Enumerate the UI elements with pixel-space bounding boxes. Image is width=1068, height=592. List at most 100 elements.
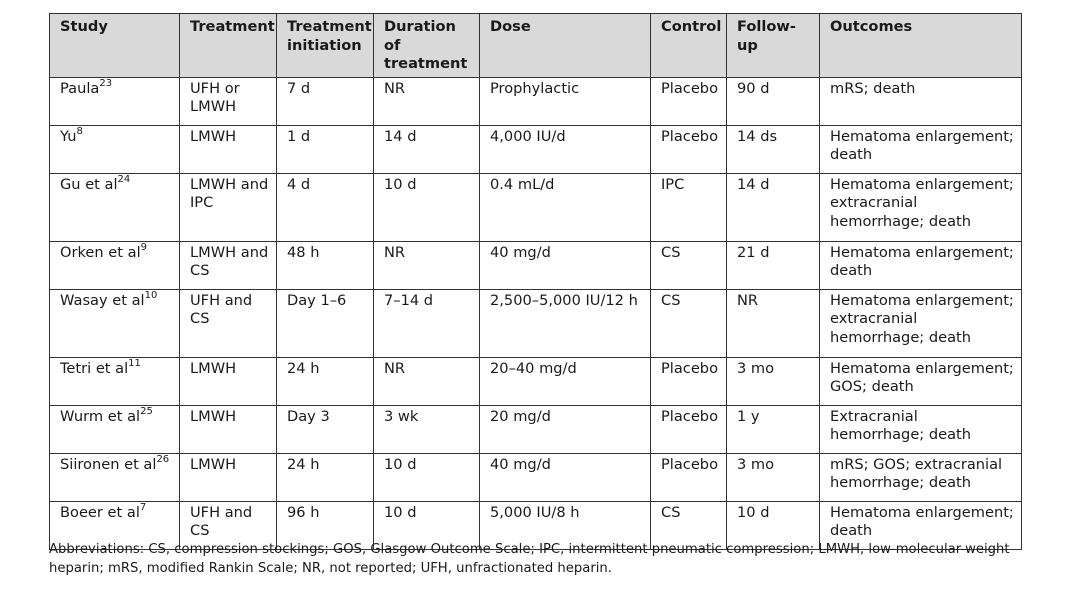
table-row: Siironen et al26 LMWH 24 h 10 d 40 mg/d … xyxy=(49,452,1022,502)
study-name: Siironen et al xyxy=(60,455,157,473)
cell-duration: 10 d xyxy=(373,500,480,550)
study-name: Tetri et al xyxy=(60,359,129,377)
header-row: Study Treatment Treatment initiation Dur… xyxy=(49,13,1022,78)
cell-study: Tetri et al11 xyxy=(49,356,180,406)
study-name: Wurm et al xyxy=(60,407,141,425)
cell-followup: 3 mo xyxy=(726,452,820,502)
col-header-study: Study xyxy=(49,13,180,78)
cell-outcomes: Hematoma enlargement; extracranial hemor… xyxy=(819,172,1022,242)
cell-outcomes: Hematoma enlargement; extracranial hemor… xyxy=(819,288,1022,358)
reference-number: 24 xyxy=(117,173,131,185)
cell-followup: 3 mo xyxy=(726,356,820,406)
cell-outcomes: Hematoma enlargement; GOS; death xyxy=(819,356,1022,406)
cell-duration: 7–14 d xyxy=(373,288,480,358)
cell-treatment: UFH and CS xyxy=(179,288,277,358)
reference-number: 7 xyxy=(139,501,147,513)
cell-duration: 3 wk xyxy=(373,404,480,454)
cell-duration: NR xyxy=(373,240,480,290)
table-row: Tetri et al11 LMWH 24 h NR 20–40 mg/d Pl… xyxy=(49,356,1022,406)
study-name: Gu et al xyxy=(60,175,118,193)
cell-dose: 20–40 mg/d xyxy=(479,356,651,406)
cell-followup: NR xyxy=(726,288,820,358)
cell-treatment: LMWH xyxy=(179,404,277,454)
reference-number: 25 xyxy=(140,405,153,417)
cell-control: IPC xyxy=(650,172,727,242)
cell-outcomes: Hematoma enlargement; death xyxy=(819,124,1022,174)
cell-dose: 4,000 IU/d xyxy=(479,124,651,174)
cell-outcomes: mRS; GOS; extracranial hemorrhage; death xyxy=(819,452,1022,502)
reference-number: 8 xyxy=(76,125,83,137)
cell-control: CS xyxy=(650,288,727,358)
cell-treatment: LMWH xyxy=(179,124,277,174)
cell-initiation: 96 h xyxy=(276,500,374,550)
col-header-initiation: Treatment initiation xyxy=(276,13,374,78)
cell-control: Placebo xyxy=(650,124,727,174)
cell-dose: 0.4 mL/d xyxy=(479,172,651,242)
col-header-followup: Follow-up xyxy=(726,13,820,78)
cell-study: Paula23 xyxy=(49,76,180,126)
cell-control: Placebo xyxy=(650,452,727,502)
cell-dose: 5,000 IU/8 h xyxy=(479,500,651,550)
cell-study: Siironen et al26 xyxy=(49,452,180,502)
cell-outcomes: Extracranial hemorrhage; death xyxy=(819,404,1022,454)
col-header-treatment: Treatment xyxy=(179,13,277,78)
cell-control: CS xyxy=(650,240,727,290)
study-table-container: Study Treatment Treatment initiation Dur… xyxy=(49,13,1022,550)
cell-dose: 20 mg/d xyxy=(479,404,651,454)
cell-initiation: 1 d xyxy=(276,124,374,174)
cell-followup: 14 ds xyxy=(726,124,820,174)
cell-treatment: LMWH xyxy=(179,356,277,406)
cell-followup: 21 d xyxy=(726,240,820,290)
study-table: Study Treatment Treatment initiation Dur… xyxy=(49,13,1022,550)
cell-study: Wasay et al10 xyxy=(49,288,180,358)
cell-control: Placebo xyxy=(650,76,727,126)
cell-treatment: LMWH and CS xyxy=(179,240,277,290)
cell-outcomes: Hematoma enlargement; death xyxy=(819,240,1022,290)
cell-treatment: LMWH xyxy=(179,452,277,502)
cell-initiation: 48 h xyxy=(276,240,374,290)
cell-outcomes: Hematoma enlargement; death xyxy=(819,500,1022,550)
cell-dose: 2,500–5,000 IU/12 h xyxy=(479,288,651,358)
abbreviations-footnote: Abbreviations: CS, compression stockings… xyxy=(49,542,1010,576)
table-row: Orken et al9 LMWH and CS 48 h NR 40 mg/d… xyxy=(49,240,1022,290)
study-name: Paula xyxy=(60,79,100,97)
cell-duration: 14 d xyxy=(373,124,480,174)
col-header-duration: Duration of treatment xyxy=(373,13,480,78)
cell-treatment: UFH and CS xyxy=(179,500,277,550)
reference-number: 11 xyxy=(128,357,141,369)
cell-initiation: 7 d xyxy=(276,76,374,126)
cell-followup: 10 d xyxy=(726,500,820,550)
cell-duration: 10 d xyxy=(373,172,480,242)
cell-study: Wurm et al25 xyxy=(49,404,180,454)
reference-number: 26 xyxy=(156,453,170,465)
study-name: Orken et al xyxy=(60,243,141,261)
cell-control: Placebo xyxy=(650,356,727,406)
cell-control: CS xyxy=(650,500,727,550)
cell-duration: NR xyxy=(373,76,480,126)
table-row: Yu8 LMWH 1 d 14 d 4,000 IU/d Placebo 14 … xyxy=(49,124,1022,174)
cell-dose: 40 mg/d xyxy=(479,452,651,502)
cell-followup: 90 d xyxy=(726,76,820,126)
table-row: Gu et al24 LMWH and IPC 4 d 10 d 0.4 mL/… xyxy=(49,172,1022,242)
cell-outcomes: mRS; death xyxy=(819,76,1022,126)
cell-treatment: UFH or LMWH xyxy=(179,76,277,126)
table-row: Wurm et al25 LMWH Day 3 3 wk 20 mg/d Pla… xyxy=(49,404,1022,454)
cell-dose: Prophylactic xyxy=(479,76,651,126)
reference-number: 10 xyxy=(144,289,158,301)
cell-initiation: Day 1–6 xyxy=(276,288,374,358)
cell-dose: 40 mg/d xyxy=(479,240,651,290)
table-row: Paula23 UFH or LMWH 7 d NR Prophylactic … xyxy=(49,76,1022,126)
col-header-outcomes: Outcomes xyxy=(819,13,1022,78)
table-row: Wasay et al10 UFH and CS Day 1–6 7–14 d … xyxy=(49,288,1022,358)
reference-number: 23 xyxy=(99,77,113,89)
reference-number: 9 xyxy=(140,241,147,253)
cell-followup: 1 y xyxy=(726,404,820,454)
col-header-control: Control xyxy=(650,13,727,78)
col-header-dose: Dose xyxy=(479,13,651,78)
cell-followup: 14 d xyxy=(726,172,820,242)
study-name: Yu xyxy=(60,127,77,145)
cell-duration: 10 d xyxy=(373,452,480,502)
cell-duration: NR xyxy=(373,356,480,406)
table-row: Boeer et al7 UFH and CS 96 h 10 d 5,000 … xyxy=(49,500,1022,550)
cell-study: Yu8 xyxy=(49,124,180,174)
